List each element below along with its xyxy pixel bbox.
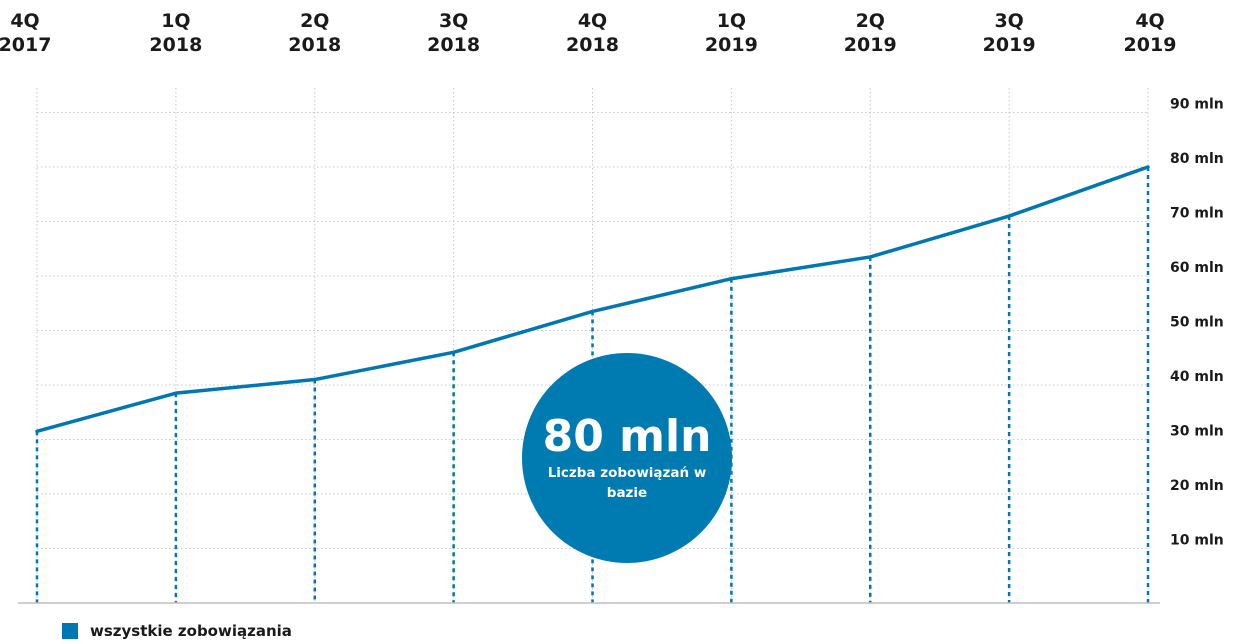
legend-label: wszystkie zobowiązania — [90, 622, 292, 640]
x-tick-label: 3Q 2018 — [427, 10, 480, 56]
x-tick-label: 2Q 2019 — [844, 10, 897, 56]
series-layer — [35, 165, 1150, 434]
x-tick-label: 2Q 2018 — [288, 10, 341, 56]
data-point — [452, 350, 456, 354]
x-labels-layer: 4Q 2017 1Q 2018 2Q 2018 3Q 2018 4Q 2018 1Q 2019 2Q 20… — [0, 10, 1176, 56]
y-tick-label: 50 mln — [1170, 315, 1224, 331]
data-point — [174, 391, 178, 395]
y-tick-label: 10 mln — [1170, 533, 1224, 549]
x-tick-label: 1Q 2019 — [705, 10, 758, 56]
data-point — [591, 309, 594, 313]
y-tick-label: 80 mln — [1170, 151, 1224, 167]
x-tick-label: 4Q 2018 — [566, 10, 619, 56]
y-tick-label: 70 mln — [1170, 206, 1224, 222]
y-tick-label: 90 mln — [1170, 97, 1224, 113]
badge-value: 80 mln — [542, 411, 712, 462]
x-tick-label: 4Q 2019 — [1124, 10, 1177, 56]
y-tick-label: 20 mln — [1170, 478, 1224, 494]
y-tick-label: 40 mln — [1170, 369, 1224, 385]
x-tick-label: 4Q 2017 — [0, 10, 51, 56]
y-tick-label: 30 mln — [1170, 424, 1224, 440]
x-tick-label: 3Q 2019 — [983, 10, 1036, 56]
badge-caption: Liczba zobowiązań w bazie — [547, 465, 707, 501]
data-point — [35, 429, 39, 433]
data-point — [313, 378, 317, 382]
data-point — [868, 255, 872, 259]
y-labels-layer: 10 mln 20 mln 30 mln 40 mln 50 mln 60 mln 70 m… — [1170, 97, 1224, 549]
total-count-badge: 80 mln Liczba zobowiązań w bazie — [522, 353, 732, 563]
x-tick-label: 1Q 2018 — [149, 10, 202, 56]
legend-swatch — [62, 623, 78, 639]
data-point — [729, 277, 733, 281]
y-tick-label: 60 mln — [1170, 260, 1224, 276]
data-point — [1007, 214, 1011, 218]
legend: wszystkie zobowiązania — [62, 622, 292, 640]
data-point — [1146, 165, 1150, 169]
